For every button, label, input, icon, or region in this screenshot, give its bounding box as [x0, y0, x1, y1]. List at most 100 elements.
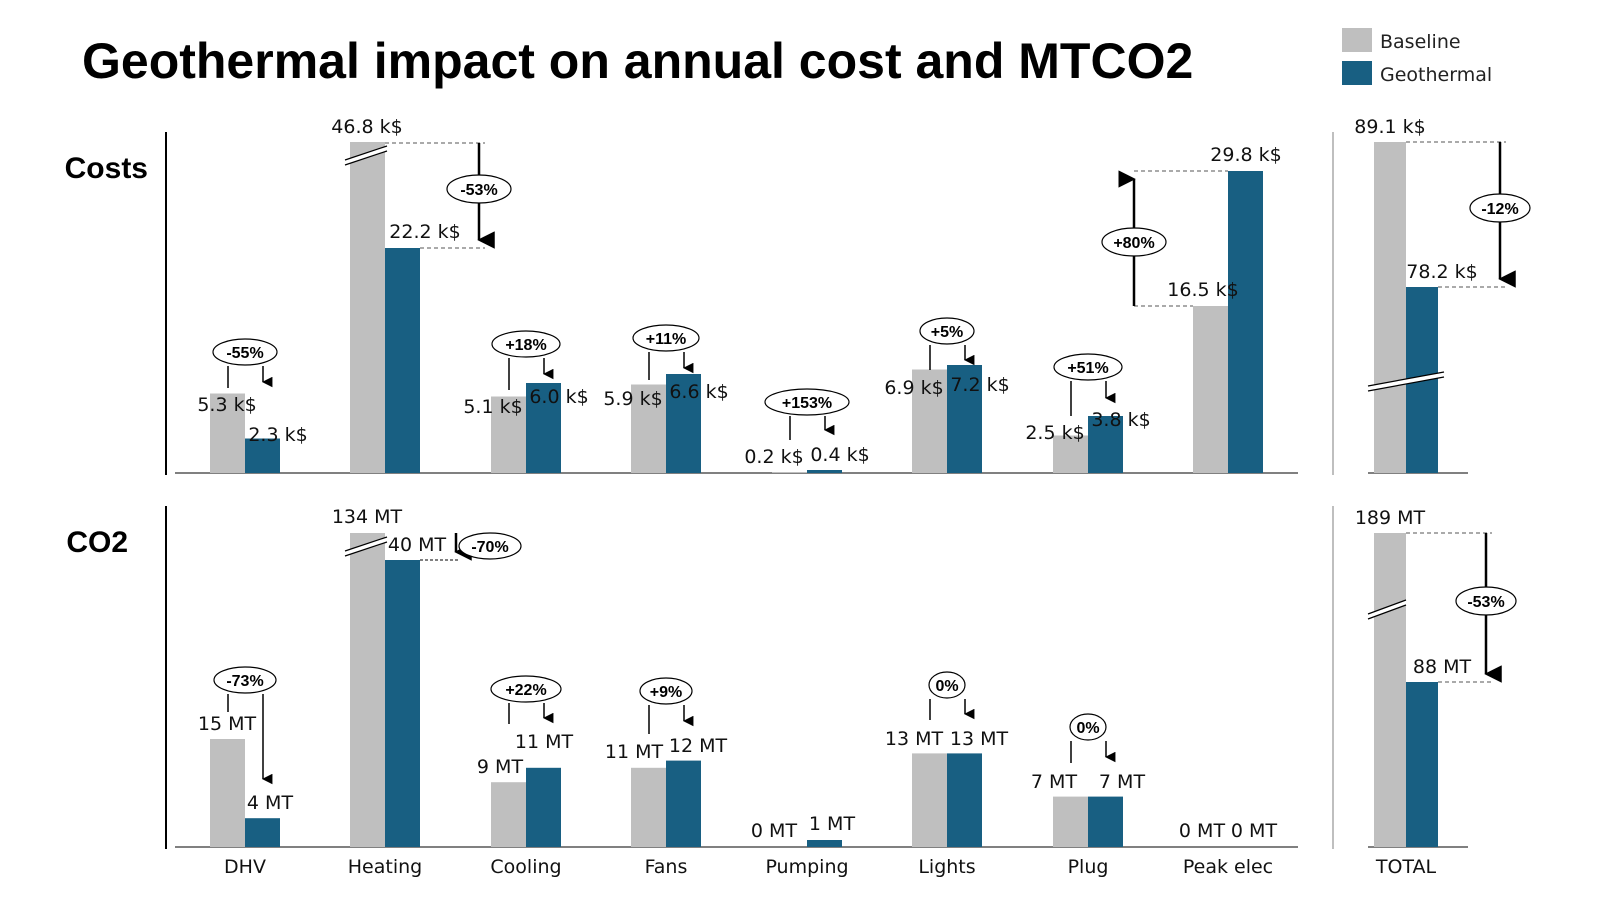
- axis-break-gap: [345, 537, 387, 556]
- value-label-geothermal: 29.8 k$: [1210, 144, 1281, 166]
- axis-break-line: [1367, 599, 1407, 615]
- category-label: Plug: [1068, 856, 1109, 878]
- bar-geothermal-fans: [666, 374, 701, 473]
- value-label-baseline: 11 MT: [605, 741, 664, 763]
- value-label-geothermal: 1 MT: [809, 813, 856, 835]
- value-label-geothermal-total: 78.2 k$: [1406, 261, 1477, 283]
- axis-break-gap: [1368, 372, 1444, 391]
- bar-baseline-cooling: [491, 782, 526, 847]
- value-label-baseline: 5.1 k$: [463, 396, 522, 418]
- change-badge-oval: [446, 174, 512, 204]
- value-label-baseline: 0 MT: [751, 820, 798, 842]
- change-badge-label: 0%: [935, 678, 958, 695]
- value-label-geothermal: 2.3 k$: [248, 424, 307, 446]
- bar-geothermal-dhv: [245, 818, 280, 847]
- value-label-baseline: 2.5 k$: [1025, 422, 1084, 444]
- bar-geothermal-fans: [666, 760, 701, 847]
- category-label: Peak elec: [1183, 856, 1273, 878]
- legend-label-baseline: Baseline: [1380, 31, 1461, 53]
- legend-swatch-baseline: [1342, 28, 1372, 52]
- change-badge-oval: [1101, 227, 1167, 257]
- value-label-baseline: 0.2 k$: [744, 446, 803, 468]
- value-label-baseline: 5.3 k$: [197, 394, 256, 416]
- bar-baseline-total: [1374, 142, 1406, 473]
- chart-title: Geothermal impact on annual cost and MTC…: [82, 33, 1193, 89]
- change-badge-oval: [491, 330, 561, 358]
- change-badge-label: +11%: [646, 331, 686, 348]
- change-badge-oval: [212, 338, 278, 366]
- value-label-geothermal: 7 MT: [1099, 771, 1146, 793]
- bar-geothermal-lights: [947, 365, 982, 473]
- category-axis-labels: DHV Heating Cooling Fans Pumping Lights Plug Pe…: [224, 856, 1437, 878]
- value-label-geothermal: 40 MT: [388, 534, 447, 556]
- change-badge-oval: [764, 388, 850, 416]
- value-label-baseline: 46.8 k$: [331, 116, 402, 138]
- value-label-geothermal: 6.0 k$: [529, 386, 588, 408]
- category-label-total: TOTAL: [1375, 856, 1437, 878]
- value-label-geothermal: 4 MT: [247, 792, 294, 814]
- bar-geothermal-total: [1406, 682, 1438, 847]
- value-label-geothermal: 22.2 k$: [389, 221, 460, 243]
- axis-break-line: [344, 541, 388, 557]
- row-label-costs: Costs: [65, 152, 148, 185]
- value-label-baseline: 15 MT: [198, 713, 257, 735]
- bar-geothermal-heating: [385, 248, 420, 473]
- change-badge-label: 0%: [1076, 720, 1099, 737]
- row-label-co2: CO2: [66, 526, 128, 559]
- value-label-baseline: 16.5 k$: [1167, 279, 1238, 301]
- change-badge-oval: [928, 671, 966, 699]
- value-label-baseline: 0 MT: [1179, 820, 1226, 842]
- value-label-geothermal: 3.8 k$: [1091, 409, 1150, 431]
- bar-geothermal-cooling: [526, 383, 561, 473]
- value-label-geothermal: 0 MT: [1231, 820, 1278, 842]
- bar-baseline-total: [1374, 533, 1406, 847]
- change-badge-oval: [1069, 713, 1107, 741]
- value-label-geothermal: 0.4 k$: [810, 444, 869, 466]
- bar-baseline-peak-elec: [1193, 306, 1228, 473]
- bar-baseline-fans: [631, 767, 666, 847]
- value-label-baseline-total: 189 MT: [1355, 507, 1426, 529]
- bar-baseline-fans: [631, 384, 666, 473]
- value-label-geothermal: 12 MT: [669, 735, 728, 757]
- category-label: DHV: [224, 856, 266, 878]
- legend-label-geothermal: Geothermal: [1380, 64, 1492, 86]
- change-badge-oval: [458, 532, 522, 560]
- bar-geothermal-pumping: [807, 470, 842, 473]
- value-label-baseline: 134 MT: [332, 506, 403, 528]
- bar-baseline-heating: [350, 142, 385, 473]
- value-label-baseline: 6.9 k$: [884, 377, 943, 399]
- category-label: Pumping: [765, 856, 848, 878]
- bar-baseline-dhv: [210, 393, 245, 473]
- change-badge-oval: [639, 677, 693, 705]
- value-label-baseline: 13 MT: [885, 728, 944, 750]
- axis-break-line: [1367, 604, 1407, 620]
- category-label: Cooling: [490, 856, 561, 878]
- change-badge-label: -73%: [226, 673, 263, 690]
- co2-panel: 15 MT 4 MT -73% 134 MT 40 MT -70% 9 MT 11 MT +22…: [165, 506, 1517, 849]
- bar-geothermal-plug: [1088, 416, 1123, 473]
- bar-baseline-plug: [1053, 435, 1088, 473]
- change-badge-label: +9%: [650, 684, 682, 701]
- change-badge-label: +153%: [782, 395, 832, 412]
- change-badge-label: -12%: [1481, 201, 1518, 218]
- change-badge-oval: [632, 324, 700, 352]
- value-label-geothermal: 13 MT: [950, 728, 1009, 750]
- bar-baseline-plug: [1053, 796, 1088, 847]
- change-badge-label: +5%: [931, 324, 963, 341]
- bar-baseline-dhv: [210, 739, 245, 847]
- value-label-baseline: 9 MT: [477, 756, 524, 778]
- change-badge-oval: [1469, 193, 1531, 223]
- change-badge-oval: [490, 675, 562, 703]
- value-label-geothermal: 7.2 k$: [950, 374, 1009, 396]
- bar-geothermal-dhv: [245, 438, 280, 473]
- change-badge-oval: [1455, 586, 1517, 616]
- value-label-geothermal: 6.6 k$: [669, 381, 728, 403]
- category-label: Lights: [918, 856, 975, 878]
- change-badge-label: -70%: [471, 539, 508, 556]
- bar-baseline-pumping: [772, 472, 807, 473]
- axis-break-line: [344, 145, 388, 161]
- change-badge-label: +18%: [505, 337, 546, 354]
- axis-break-line: [344, 150, 388, 166]
- axis-break-line: [1367, 371, 1445, 387]
